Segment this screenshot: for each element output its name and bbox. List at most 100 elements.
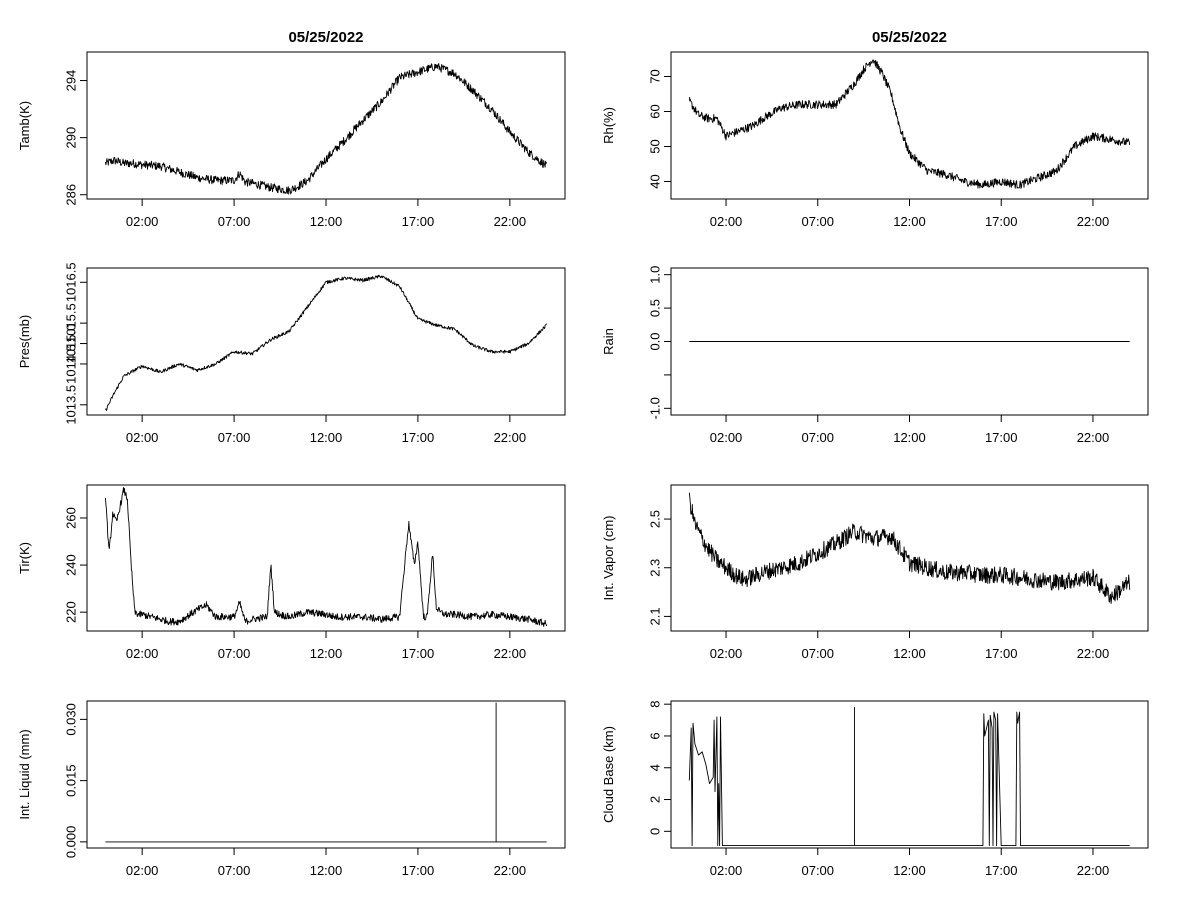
plot-frame <box>670 51 1149 200</box>
series-line-tamb <box>104 62 548 195</box>
y-tick-label: 50 <box>648 139 663 153</box>
x-tick-label: 02:00 <box>126 214 159 229</box>
x-tick-label: 22:00 <box>1077 214 1110 229</box>
x-tick-label: 12:00 <box>893 214 926 229</box>
x-tick-label: 07:00 <box>218 863 251 878</box>
y-tick-label: 1.0 <box>648 266 663 284</box>
series-line-tir <box>104 487 548 627</box>
y-axis-label: Cloud Base (km) <box>601 726 616 823</box>
series-line-rh <box>688 59 1131 189</box>
y-tick-label: 1016.5 <box>64 262 79 302</box>
y-axis-label: Int. Liquid (mm) <box>17 729 32 819</box>
y-tick-label: 2 <box>648 796 663 803</box>
y-tick-label: 2.1 <box>648 607 663 625</box>
x-tick-label: 07:00 <box>801 430 834 445</box>
x-tick-label: 22:00 <box>494 646 527 661</box>
x-tick-label: 22:00 <box>494 863 527 878</box>
x-tick-label: 07:00 <box>218 430 251 445</box>
y-tick-label: 1014.5 <box>64 344 79 384</box>
y-tick-label: 6 <box>648 732 663 739</box>
y-tick-label: 60 <box>648 104 663 118</box>
y-tick-label: 1015.0 <box>64 324 79 364</box>
y-tick-label: 4 <box>648 764 663 771</box>
x-tick-label: 12:00 <box>310 430 343 445</box>
x-tick-label: 17:00 <box>985 214 1018 229</box>
x-tick-label: 07:00 <box>218 646 251 661</box>
panel-vapor: Int. Vapor (cm) 2.1 2.3 2.5 02:00 07:00 12:00 1… <box>601 484 1149 661</box>
y-tick-label: 294 <box>64 70 79 92</box>
x-tick-label: 12:00 <box>310 863 343 878</box>
x-tick-label: 12:00 <box>893 430 926 445</box>
y-tick-label: 0 <box>648 828 663 835</box>
y-tick-label: 2.3 <box>648 559 663 577</box>
y-tick-label: 8 <box>648 701 663 708</box>
panel-liquid: Int. Liquid (mm) 0.000 0.015 0.030 02:00 07:0… <box>17 700 566 878</box>
y-tick-label: -1.0 <box>648 397 663 419</box>
x-tick-label: 12:00 <box>310 214 343 229</box>
y-tick-label: 0.015 <box>64 764 79 797</box>
y-axis-label: Int. Vapor (cm) <box>601 515 616 600</box>
y-axis-label: Rain <box>601 328 616 355</box>
x-tick-label: 17:00 <box>985 863 1018 878</box>
y-tick-label: 260 <box>64 507 79 529</box>
x-tick-label: 02:00 <box>710 214 743 229</box>
plot-frame <box>86 484 566 632</box>
x-tick-label: 12:00 <box>893 646 926 661</box>
y-axis-label: Rh(%) <box>601 107 616 144</box>
y-tick-label: 240 <box>64 554 79 576</box>
panel-cloud: Cloud Base (km) 0 2 4 6 8 02:00 07:00 12:00 17:00… <box>601 700 1149 878</box>
x-tick-label: 17:00 <box>402 646 435 661</box>
series-line-cloud <box>688 706 1130 847</box>
panel-rh: 05/25/2022 Rh(%) 40 50 60 70 02:00 07:00 12:00 17… <box>601 29 1149 229</box>
y-tick-label: 70 <box>648 69 663 83</box>
x-tick-label: 02:00 <box>710 863 743 878</box>
y-tick-label: 1015.5 <box>64 303 79 343</box>
series-line-pres <box>105 274 547 411</box>
x-tick-label: 07:00 <box>218 214 251 229</box>
plot-frame <box>86 700 566 849</box>
series-line-vapor <box>688 492 1131 604</box>
x-tick-label: 12:00 <box>893 863 926 878</box>
y-axis-label: Tamb(K) <box>17 101 32 150</box>
x-tick-label: 02:00 <box>126 646 159 661</box>
panel-tamb: 05/25/2022 Tamb(K) 286 290 294 02:00 07:00 12:0… <box>17 29 566 229</box>
x-tick-label: 07:00 <box>801 214 834 229</box>
x-tick-label: 22:00 <box>1077 430 1110 445</box>
x-tick-label: 22:00 <box>1077 863 1110 878</box>
y-tick-label: 0.030 <box>64 703 79 736</box>
x-tick-label: 02:00 <box>710 646 743 661</box>
x-tick-label: 07:00 <box>801 646 834 661</box>
panel-rain: Rain -1.0 0.0 0.5 1.0 02:00 07:00 12:00 17:00 22:… <box>601 266 1149 445</box>
panel-title: 05/25/2022 <box>872 29 947 46</box>
y-tick-label: 1013.5 <box>64 385 79 425</box>
x-tick-label: 17:00 <box>985 430 1018 445</box>
x-tick-label: 17:00 <box>402 430 435 445</box>
x-tick-label: 02:00 <box>126 430 159 445</box>
x-tick-label: 17:00 <box>402 214 435 229</box>
x-tick-label: 02:00 <box>710 430 743 445</box>
y-tick-label: 290 <box>64 127 79 149</box>
y-tick-label: 0.000 <box>64 826 79 859</box>
x-tick-label: 22:00 <box>494 430 527 445</box>
x-tick-label: 22:00 <box>1077 646 1110 661</box>
panel-title: 05/25/2022 <box>288 29 363 46</box>
y-axis-label: Tir(K) <box>17 542 32 574</box>
series-line-liquid <box>105 702 547 843</box>
plot-frame <box>86 51 566 200</box>
x-tick-label: 22:00 <box>494 214 527 229</box>
y-tick-label: 2.5 <box>648 510 663 528</box>
x-tick-label: 17:00 <box>402 863 435 878</box>
plot-frame <box>670 700 1149 849</box>
plot-frame <box>86 267 566 416</box>
x-tick-label: 07:00 <box>801 863 834 878</box>
x-tick-label: 02:00 <box>126 863 159 878</box>
y-axis-label: Pres(mb) <box>17 315 32 368</box>
y-tick-label: 40 <box>648 174 663 188</box>
x-tick-label: 17:00 <box>985 646 1018 661</box>
x-tick-label: 12:00 <box>310 646 343 661</box>
y-tick-label: 0.5 <box>648 299 663 317</box>
y-tick-label: 0.0 <box>648 332 663 350</box>
y-tick-label: 286 <box>64 184 79 206</box>
